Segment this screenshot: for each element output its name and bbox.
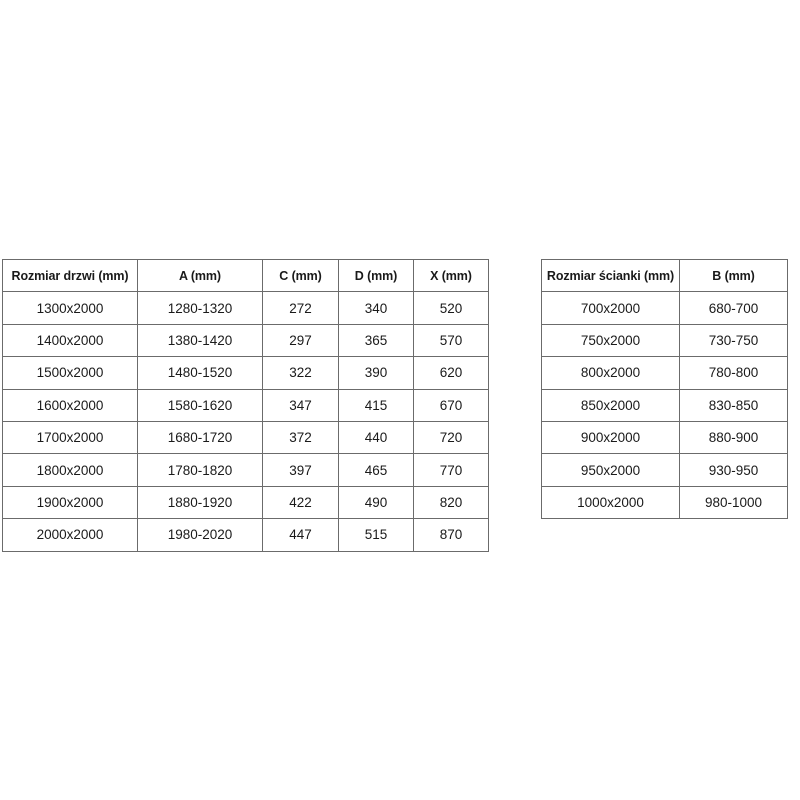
door-table-cell-2-1: 1480-1520 [137,356,263,390]
table-row: 1600x2000 1580-1620 347 415 670 [2,388,489,422]
wall-table-cell-5-0: 950x2000 [541,453,680,487]
door-table-cell-2-0: 1500x2000 [2,356,138,390]
table-row: 850x2000 830-850 [541,388,788,422]
door-table-cell-2-4: 620 [413,356,489,390]
table-row: 1900x2000 1880-1920 422 490 820 [2,485,489,520]
wall-table-cell-4-1: 880-900 [679,420,788,455]
door-table-column-header-3: D (mm) [338,258,414,293]
wall-table-cell-3-0: 850x2000 [541,388,680,422]
wall-panel-size-specification-table: Rozmiar ścianki (mm) B (mm) 700x2000 680-7… [541,258,788,520]
wall-table-cell-2-1: 780-800 [679,356,788,390]
door-table-cell-2-2: 322 [262,356,339,390]
door-table-cell-6-0: 1900x2000 [2,485,138,520]
door-table-cell-6-4: 820 [413,485,489,520]
table-row: 700x2000 680-700 [541,291,788,325]
door-table-cell-4-3: 440 [338,420,414,455]
door-table-cell-7-4: 870 [413,518,489,552]
door-table-column-header-0: Rozmiar drzwi (mm) [2,258,138,293]
door-table-cell-7-3: 515 [338,518,414,552]
wall-table-cell-6-0: 1000x2000 [541,485,680,520]
door-table-cell-0-3: 340 [338,291,414,325]
table-row: 1300x2000 1280-1320 272 340 520 [2,291,489,325]
table-row: 2000x2000 1980-2020 447 515 870 [2,518,489,552]
wall-table-cell-2-0: 800x2000 [541,356,680,390]
door-table-column-header-1: A (mm) [137,258,263,293]
door-table-cell-4-4: 720 [413,420,489,455]
door-table-cell-5-0: 1800x2000 [2,453,138,487]
door-table-cell-3-2: 347 [262,388,339,422]
door-table-cell-0-4: 520 [413,291,489,325]
door-table-cell-1-3: 365 [338,323,414,358]
table-row: 750x2000 730-750 [541,323,788,358]
door-table-cell-5-2: 397 [262,453,339,487]
wall-table-column-header-0: Rozmiar ścianki (mm) [541,258,680,293]
door-table-cell-6-1: 1880-1920 [137,485,263,520]
door-table-cell-1-4: 570 [413,323,489,358]
door-table-cell-4-1: 1680-1720 [137,420,263,455]
door-table-cell-1-0: 1400x2000 [2,323,138,358]
table-row: 1000x2000 980-1000 [541,485,788,520]
door-table-cell-2-3: 390 [338,356,414,390]
door-table-body: 1300x2000 1280-1320 272 340 520 1400x2000 1380… [2,291,489,552]
table-row: 900x2000 880-900 [541,420,788,455]
table-row: 800x2000 780-800 [541,356,788,390]
door-table-cell-3-3: 415 [338,388,414,422]
wall-table-cell-6-1: 980-1000 [679,485,788,520]
wall-table-cell-1-0: 750x2000 [541,323,680,358]
door-table-cell-0-2: 272 [262,291,339,325]
door-table-cell-5-4: 770 [413,453,489,487]
door-size-specification-table: Rozmiar drzwi (mm) A (mm) C (mm) D (mm) X (m… [2,258,489,552]
door-table-cell-1-2: 297 [262,323,339,358]
table-row: 1800x2000 1780-1820 397 465 770 [2,453,489,487]
door-table-cell-7-0: 2000x2000 [2,518,138,552]
door-table-cell-6-2: 422 [262,485,339,520]
door-table-cell-1-1: 1380-1420 [137,323,263,358]
table-row: 1400x2000 1380-1420 297 365 570 [2,323,489,358]
door-table-column-header-2: C (mm) [262,258,339,293]
table-row: 1500x2000 1480-1520 322 390 620 [2,356,489,390]
wall-table-column-header-1: B (mm) [679,258,788,293]
door-table-cell-0-1: 1280-1320 [137,291,263,325]
wall-table-cell-0-0: 700x2000 [541,291,680,325]
door-table-column-header-4: X (mm) [413,258,489,293]
wall-table-cell-1-1: 730-750 [679,323,788,358]
table-row: 1700x2000 1680-1720 372 440 720 [2,420,489,455]
wall-table-cell-4-0: 900x2000 [541,420,680,455]
table-header-row: Rozmiar ścianki (mm) B (mm) [541,258,788,293]
door-table-cell-3-0: 1600x2000 [2,388,138,422]
door-table-cell-3-1: 1580-1620 [137,388,263,422]
table-header-row: Rozmiar drzwi (mm) A (mm) C (mm) D (mm) X (m… [2,258,489,293]
door-table-cell-0-0: 1300x2000 [2,291,138,325]
door-table-cell-3-4: 670 [413,388,489,422]
door-table-cell-7-2: 447 [262,518,339,552]
wall-table-body: 700x2000 680-700 750x2000 730-750 800x2000 78… [541,291,788,520]
table-row: 950x2000 930-950 [541,453,788,487]
wall-table-cell-5-1: 930-950 [679,453,788,487]
door-table-cell-5-3: 465 [338,453,414,487]
wall-table-header: Rozmiar ścianki (mm) B (mm) [541,258,788,293]
wall-table-cell-0-1: 680-700 [679,291,788,325]
door-table-cell-4-0: 1700x2000 [2,420,138,455]
door-table-cell-7-1: 1980-2020 [137,518,263,552]
door-table-header: Rozmiar drzwi (mm) A (mm) C (mm) D (mm) X (m… [2,258,489,293]
door-table-cell-5-1: 1780-1820 [137,453,263,487]
door-table-cell-6-3: 490 [338,485,414,520]
door-table-cell-4-2: 372 [262,420,339,455]
wall-table-cell-3-1: 830-850 [679,388,788,422]
